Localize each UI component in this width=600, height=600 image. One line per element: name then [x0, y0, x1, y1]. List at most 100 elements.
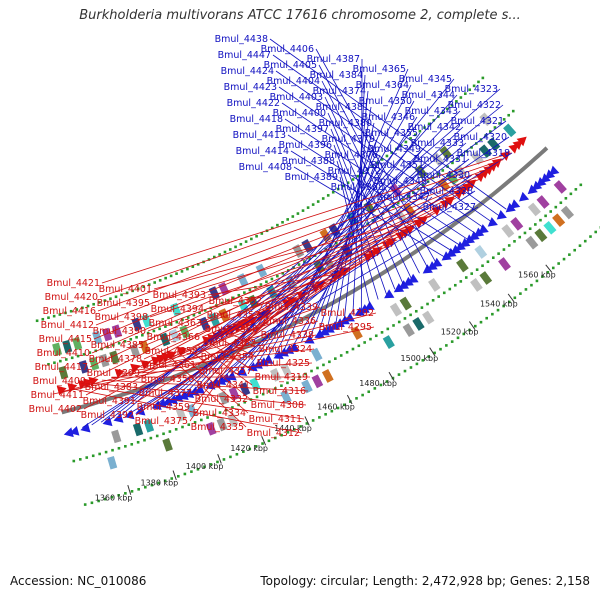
forward-gene-label: Bmul_4438 — [215, 34, 268, 45]
ring-dot — [397, 320, 401, 324]
feature-block — [216, 417, 228, 432]
ring-dot — [573, 248, 576, 252]
ring-dot — [53, 361, 56, 365]
feature-block — [310, 347, 323, 362]
ring-dot — [351, 347, 355, 351]
reverse-label-leaders — [52, 152, 512, 434]
forward-gene-label: Bmul_4342 — [408, 122, 461, 133]
forward-gene-label: Bmul_4333 — [411, 138, 464, 149]
label-leader-line — [278, 86, 484, 228]
ring-dot — [175, 320, 179, 324]
label-leader-line — [327, 112, 404, 285]
ring-dot — [286, 218, 289, 221]
ring-dot — [174, 427, 178, 431]
label-leader-line — [191, 311, 274, 408]
feature-block — [89, 356, 100, 371]
forward-gene-arrow — [496, 210, 507, 220]
forward-gene-arrow — [469, 231, 480, 241]
ring-dot — [123, 339, 127, 343]
forward-gene-arrow — [135, 406, 146, 416]
ring-dot — [260, 232, 264, 235]
ring-dot — [270, 277, 274, 281]
ring-dot — [439, 347, 442, 351]
forward-gene-label: Bmul_4347 — [377, 192, 430, 203]
label-leader-line — [138, 190, 476, 411]
forward-gene-label: Bmul_4389 — [285, 172, 338, 183]
label-leader-line — [129, 206, 479, 414]
forward-gene-label: Bmul_4406 — [261, 44, 314, 55]
ring-dot — [579, 183, 583, 187]
tick-label: 1460 kbp — [317, 402, 355, 411]
ring-dot — [136, 440, 140, 444]
reverse-gene-label: Bmul_4421 — [47, 278, 100, 289]
forward-gene-label: Bmul_4403 — [270, 92, 323, 103]
ring-dot — [297, 263, 301, 266]
ring-dot — [475, 268, 479, 271]
ring-dot — [149, 436, 153, 440]
ring-dot — [385, 380, 389, 383]
label-leader-line — [207, 341, 255, 372]
reverse-gene-label: Bmul_4398 — [95, 312, 148, 323]
ring-dot — [109, 297, 112, 300]
ring-dot — [152, 329, 156, 333]
forward-gene-label: Bmul_4349 — [368, 144, 421, 155]
reverse-gene-label: Bmul_4410 — [37, 348, 90, 359]
ring-dot — [374, 334, 378, 338]
reverse-gene-label: Bmul_4352 — [209, 296, 262, 307]
ring-dot — [59, 359, 62, 363]
ring-dot — [180, 270, 184, 273]
ring-dot — [322, 363, 325, 367]
ring-dot — [203, 465, 206, 469]
ring-dot — [244, 240, 248, 243]
ring-dot — [420, 306, 424, 309]
tick-label: 1540 kbp — [480, 300, 518, 309]
ring-dot — [456, 336, 460, 340]
ring-dot — [169, 274, 173, 278]
forward-gene-label: Bmul_4331 — [414, 154, 467, 165]
feature-block — [239, 382, 251, 397]
label-leader-line — [85, 203, 448, 396]
feature-block — [536, 195, 550, 209]
label-leader-line — [95, 172, 488, 326]
ring-dot — [280, 433, 283, 437]
ring-dot — [83, 503, 87, 506]
forward-gene-label: Bmul_4323 — [445, 84, 498, 95]
ring-dot — [162, 432, 165, 436]
ring-dot — [530, 283, 533, 287]
ring-dot — [330, 409, 334, 413]
ring-dot — [88, 351, 92, 354]
reverse-gene-label: Bmul_4415 — [39, 334, 92, 345]
forward-gene-arrow — [519, 191, 530, 202]
ring-dot — [455, 100, 458, 103]
forward-gene-arrow — [354, 307, 365, 316]
ring-dot — [261, 442, 264, 445]
tick-mark — [346, 394, 353, 405]
reverse-gene-label: Bmul_4383 — [85, 382, 138, 393]
ring-dot — [415, 362, 419, 366]
ring-dot — [462, 332, 466, 336]
ring-dot — [143, 438, 146, 442]
ring-dot — [316, 200, 320, 203]
ring-dot — [546, 270, 550, 274]
forward-gene-label: Bmul_4368 — [331, 182, 384, 193]
ring-dot — [141, 333, 144, 337]
reverse-gene-label: Bmul_4420 — [45, 292, 98, 303]
label-leader-line — [205, 277, 337, 310]
ring-dot — [304, 372, 307, 376]
forward-gene-label: Bmul_4418 — [230, 114, 283, 125]
ring-dot — [468, 328, 471, 332]
reverse-gene-label: Bmul_4354 — [201, 352, 254, 363]
ring-dot — [259, 283, 263, 286]
ring-dot — [502, 248, 506, 251]
ring-dot — [235, 452, 239, 456]
ring-dot — [191, 265, 195, 269]
forward-gene-arrow — [422, 264, 433, 274]
forward-gene-arrow — [393, 283, 405, 293]
ring-dot — [308, 257, 312, 260]
ring-dot — [164, 325, 167, 328]
ring-dot — [491, 312, 494, 316]
ring-dot — [534, 223, 537, 226]
forward-gene-label: Bmul_4447 — [218, 50, 271, 61]
feature-block — [439, 145, 453, 160]
reverse-gene-label: Bmul_4361 — [143, 360, 196, 371]
